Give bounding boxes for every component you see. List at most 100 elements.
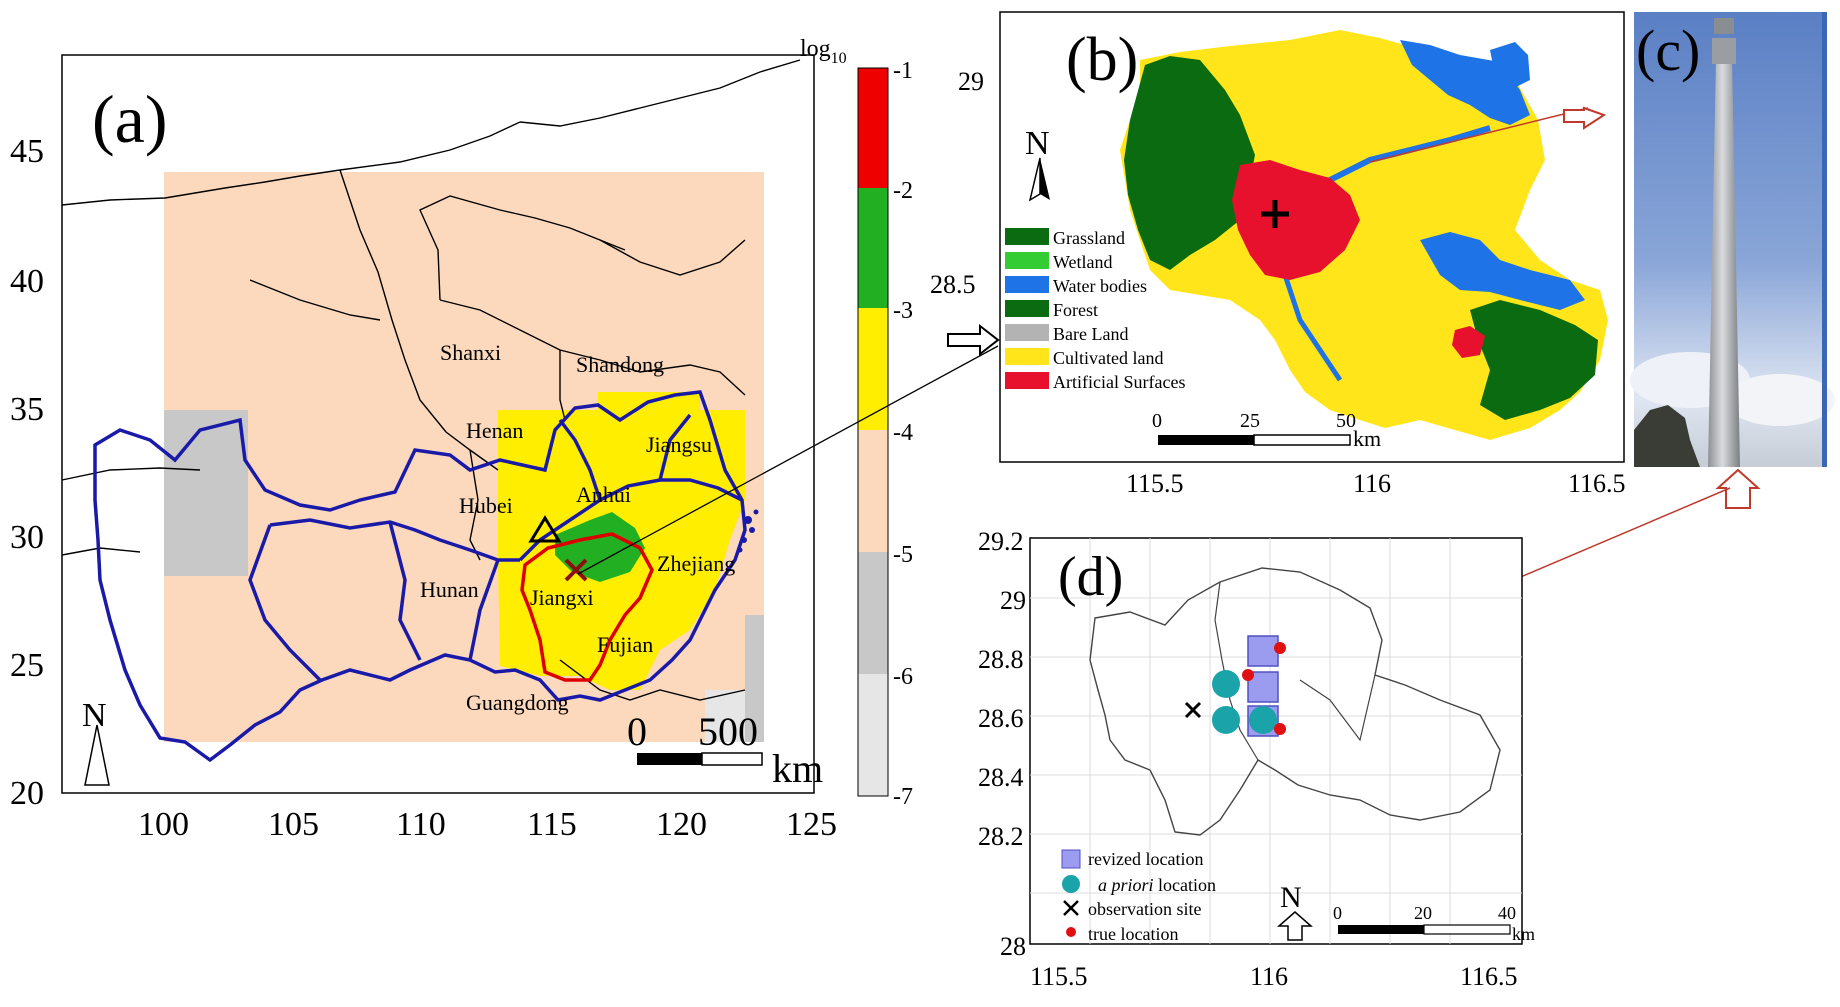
colorbar-tick: -1 xyxy=(893,58,913,84)
sensitivity-green xyxy=(555,512,645,582)
scale-label: 40 xyxy=(1498,903,1516,923)
colorbar-segment xyxy=(858,308,888,430)
province-label: Fujian xyxy=(597,632,653,657)
revised-location-marker xyxy=(1247,635,1279,667)
land-cover-water xyxy=(1400,40,1530,125)
y-axis: 45 40 35 30 25 20 xyxy=(10,133,44,812)
north-arrow-icon: N xyxy=(1277,881,1313,941)
tower xyxy=(1708,60,1740,467)
province-label: Jiangsu xyxy=(646,432,712,457)
north-arrow-icon: N xyxy=(82,697,110,786)
land-cover-forest-east xyxy=(1470,300,1598,420)
observation-site-marker xyxy=(1184,701,1202,719)
true-location-marker xyxy=(1242,669,1254,681)
tower-top xyxy=(1712,38,1736,64)
x-tick-label: 125 xyxy=(786,806,837,843)
photo-frame-edge xyxy=(1822,12,1827,467)
region-borders xyxy=(93,390,747,763)
y-tick-label: 35 xyxy=(10,391,44,428)
scale-label: 0 xyxy=(627,709,647,754)
legend-label: Cultivated land xyxy=(1053,348,1163,368)
connector-arrow-icon xyxy=(1715,468,1761,509)
y-tick-label: 29 xyxy=(1000,586,1026,615)
tower-top xyxy=(1714,18,1734,34)
land-cover-forest xyxy=(1124,56,1255,270)
colorbar: log10 -1 -2 -3 -4 -5 -6 -7 xyxy=(800,36,913,810)
scale-unit: km xyxy=(772,746,823,791)
north-arrow-icon: N xyxy=(1025,125,1050,202)
y-tick-label: 40 xyxy=(10,263,44,300)
legend-swatch xyxy=(1005,228,1049,245)
region-inner-border xyxy=(1299,674,1376,742)
land-cover-urban-2 xyxy=(1452,326,1485,358)
panel-a: Shanxi Shandong Henan Jiangsu Hubei Anhu… xyxy=(10,54,837,843)
scale-bar: 0 20 40 km xyxy=(1333,903,1535,944)
x-tick-label: 116 xyxy=(1250,962,1288,991)
scale-unit: km xyxy=(1353,426,1381,451)
legend-label: Grassland xyxy=(1053,228,1125,248)
legend-label: Artificial Surfaces xyxy=(1053,372,1185,392)
panel-c-label: (c) xyxy=(1636,18,1700,83)
panel-c: (c) xyxy=(1630,12,1835,467)
y-tick-label: 28.8 xyxy=(978,645,1024,674)
cloud xyxy=(1725,374,1835,426)
legend-label: Water bodies xyxy=(1053,276,1147,296)
x-tick-label: 100 xyxy=(138,806,189,843)
province-label: Guangdong xyxy=(466,690,569,715)
panel-a-label: (a) xyxy=(92,81,167,157)
province-label: Zhejiang xyxy=(657,551,735,576)
legend-label: true location xyxy=(1088,924,1178,944)
legend-label: observation site xyxy=(1088,899,1201,919)
legend-label: Wetland xyxy=(1053,252,1113,272)
colorbar-title: log10 xyxy=(800,36,847,67)
panel-d-frame xyxy=(1029,537,1523,945)
panel-b: Grassland Wetland Water bodies Forest Ba… xyxy=(930,11,1626,498)
scale-label: 50 xyxy=(1336,410,1356,432)
province-label: Hunan xyxy=(420,577,479,602)
a-priori-location-marker xyxy=(1212,670,1240,698)
legend-label: Forest xyxy=(1053,300,1098,320)
scale-label: 20 xyxy=(1414,903,1432,923)
province-label: Shandong xyxy=(576,352,664,377)
x-tick-label: 115 xyxy=(527,806,577,843)
scale-label: 500 xyxy=(698,709,758,754)
y-tick-label: 20 xyxy=(10,775,44,812)
legend-dot-icon xyxy=(1066,927,1076,937)
legend-swatch xyxy=(1005,348,1049,365)
legend-circle-icon xyxy=(1062,875,1080,893)
connector-a-to-b xyxy=(577,345,999,575)
x-tick-label: 110 xyxy=(396,806,446,843)
true-location-marker xyxy=(1274,723,1286,735)
scale-bar: 0 500 km xyxy=(627,709,823,791)
tree-silhouette xyxy=(1634,405,1700,467)
grey-block-east2 xyxy=(705,690,745,742)
y-tick-label: 29 xyxy=(958,67,984,96)
land-cover-urban xyxy=(1232,160,1360,280)
a-priori-location-marker xyxy=(1212,706,1240,734)
triangle-marker xyxy=(528,515,562,543)
y-tick-label: 25 xyxy=(10,647,44,684)
scale-label: 0 xyxy=(1152,410,1162,432)
region-outline xyxy=(1089,567,1501,836)
true-location-marker xyxy=(1274,642,1286,654)
x-tick-label: 120 xyxy=(656,806,707,843)
legend-swatch xyxy=(1005,276,1049,293)
connector-arrow-icon xyxy=(947,323,1000,357)
x-tick-label: 105 xyxy=(268,806,319,843)
grey-block-west xyxy=(164,410,248,576)
legend-swatch xyxy=(1005,252,1049,269)
colorbar-segment xyxy=(858,68,888,188)
colorbar-tick: -2 xyxy=(893,178,913,204)
grey-block-east xyxy=(745,615,764,742)
north-label: N xyxy=(82,697,107,734)
jiangxi-border xyxy=(520,532,654,682)
scale-label: 25 xyxy=(1240,410,1260,432)
province-borders xyxy=(61,59,801,701)
scale-unit: km xyxy=(1512,924,1535,944)
panel-b-label: (b) xyxy=(1066,26,1138,94)
north-label: N xyxy=(1025,125,1050,162)
colorbar-segment xyxy=(858,430,888,552)
legend-square-icon xyxy=(1061,849,1081,869)
province-label: Anhui xyxy=(576,482,631,507)
